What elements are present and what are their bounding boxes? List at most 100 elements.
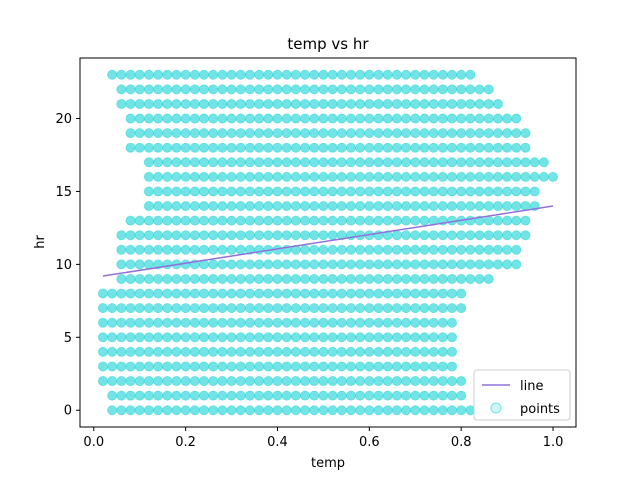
- data-point: [254, 98, 265, 109]
- data-point: [502, 259, 513, 270]
- data-point: [189, 113, 200, 124]
- data-point: [290, 259, 301, 270]
- data-point: [327, 98, 338, 109]
- data-point: [446, 244, 457, 255]
- data-point: [290, 230, 301, 241]
- data-point: [208, 142, 219, 153]
- data-point: [336, 390, 347, 401]
- data-point: [208, 346, 219, 357]
- data-point: [290, 201, 301, 212]
- data-point: [254, 405, 265, 416]
- data-point: [143, 98, 154, 109]
- data-point: [272, 128, 283, 139]
- data-point: [153, 157, 164, 168]
- data-point: [373, 128, 384, 139]
- data-point: [244, 361, 255, 372]
- data-point: [327, 273, 338, 284]
- data-point: [502, 201, 513, 212]
- data-point: [272, 157, 283, 168]
- data-point: [327, 346, 338, 357]
- data-point: [446, 376, 457, 387]
- data-point: [437, 98, 448, 109]
- data-point: [336, 332, 347, 343]
- data-point: [272, 113, 283, 124]
- data-point: [327, 288, 338, 299]
- data-point: [401, 142, 412, 153]
- data-point: [345, 142, 356, 153]
- data-point: [465, 142, 476, 153]
- data-point: [180, 201, 191, 212]
- data-point: [162, 98, 173, 109]
- data-point: [235, 273, 246, 284]
- data-point: [456, 69, 467, 80]
- data-point: [263, 230, 274, 241]
- data-point: [520, 171, 531, 182]
- data-point: [116, 346, 127, 357]
- data-point: [281, 332, 292, 343]
- data-point: [272, 98, 283, 109]
- data-point: [309, 361, 320, 372]
- data-point: [336, 186, 347, 197]
- data-point: [300, 405, 311, 416]
- data-point: [143, 230, 154, 241]
- data-point: [281, 201, 292, 212]
- data-point: [327, 128, 338, 139]
- data-point: [446, 69, 457, 80]
- data-point: [382, 186, 393, 197]
- data-point: [382, 273, 393, 284]
- data-point: [465, 230, 476, 241]
- data-point: [373, 244, 384, 255]
- data-point: [153, 244, 164, 255]
- data-point: [401, 128, 412, 139]
- data-point: [244, 405, 255, 416]
- data-point: [465, 186, 476, 197]
- data-point: [290, 142, 301, 153]
- data-point: [143, 244, 154, 255]
- data-point: [401, 186, 412, 197]
- data-point: [244, 332, 255, 343]
- data-point: [263, 171, 274, 182]
- data-point: [290, 332, 301, 343]
- data-point: [281, 128, 292, 139]
- data-point: [244, 201, 255, 212]
- data-point: [226, 186, 237, 197]
- data-point: [391, 376, 402, 387]
- data-point: [116, 317, 127, 328]
- data-point: [364, 157, 375, 168]
- data-point: [97, 361, 108, 372]
- data-point: [143, 84, 154, 95]
- data-point: [180, 244, 191, 255]
- data-point: [125, 346, 136, 357]
- data-point: [428, 361, 439, 372]
- data-point: [401, 157, 412, 168]
- data-point: [235, 171, 246, 182]
- data-point: [419, 346, 430, 357]
- data-point: [456, 128, 467, 139]
- data-point: [254, 69, 265, 80]
- data-point: [180, 113, 191, 124]
- data-point: [401, 69, 412, 80]
- data-point: [410, 273, 421, 284]
- data-point: [355, 317, 366, 328]
- data-point: [502, 171, 513, 182]
- data-point: [345, 332, 356, 343]
- data-point: [373, 142, 384, 153]
- data-point: [419, 405, 430, 416]
- data-point: [318, 201, 329, 212]
- data-point: [235, 376, 246, 387]
- data-point: [171, 230, 182, 241]
- data-point: [217, 405, 228, 416]
- data-point: [437, 376, 448, 387]
- data-point: [483, 230, 494, 241]
- data-point: [419, 288, 430, 299]
- data-point: [116, 288, 127, 299]
- data-point: [244, 142, 255, 153]
- data-point: [474, 98, 485, 109]
- data-point: [143, 186, 154, 197]
- data-point: [125, 84, 136, 95]
- data-point: [217, 128, 228, 139]
- data-point: [511, 113, 522, 124]
- data-point: [474, 244, 485, 255]
- data-point: [401, 317, 412, 328]
- data-point: [281, 259, 292, 270]
